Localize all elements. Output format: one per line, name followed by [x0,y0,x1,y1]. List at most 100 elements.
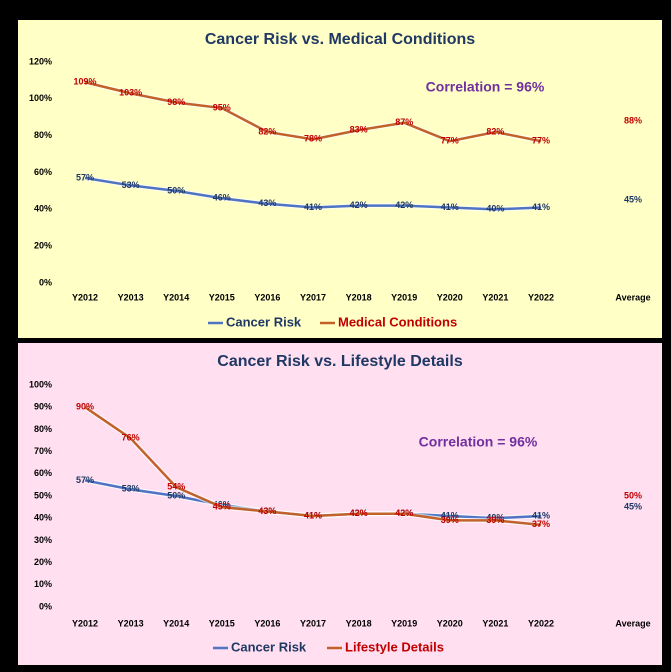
y-tick-label: 70% [34,446,52,456]
data-label: 87% [395,117,413,127]
data-label: 53% [122,180,140,190]
x-tick-label: Y2022 [528,292,554,302]
data-label: 40% [486,513,504,523]
x-tick-label: Y2017 [300,618,326,628]
x-tick-label: Y2020 [437,618,463,628]
x-tick-label: Average [615,292,650,302]
data-label: 45% [213,501,231,511]
x-tick-label: Y2017 [300,292,326,302]
y-tick-label: 20% [34,241,52,251]
chart-title: Cancer Risk vs. Lifestyle Details [217,353,463,370]
x-tick-label: Y2022 [528,618,554,628]
panel [18,343,662,665]
annotation: Correlation = 96% [419,434,538,450]
data-label: 41% [304,510,322,520]
data-label: 50% [167,490,185,500]
y-tick-label: 80% [34,424,52,434]
legend-label: Lifestyle Details [345,639,444,654]
data-label: 42% [350,200,368,210]
data-label: 54% [167,481,185,491]
x-tick-label: Y2015 [209,292,235,302]
data-label: 40% [486,204,504,214]
data-label: 57% [76,172,94,182]
average-label: 88% [624,115,642,125]
y-tick-label: 30% [34,535,52,545]
data-label: 82% [486,126,504,136]
data-label: 78% [304,134,322,144]
data-label: 98% [167,97,185,107]
data-label: 41% [532,510,550,520]
y-tick-label: 90% [34,402,52,412]
data-label: 83% [350,125,368,135]
x-tick-label: Y2012 [72,618,98,628]
data-label: 41% [304,202,322,212]
data-label: 50% [167,185,185,195]
data-label: 43% [258,198,276,208]
data-label: 53% [122,484,140,494]
y-tick-label: 60% [34,468,52,478]
x-tick-label: Y2014 [163,292,189,302]
x-tick-label: Y2014 [163,618,189,628]
y-tick-label: 40% [34,204,52,214]
x-tick-label: Average [615,618,650,628]
average-label: 45% [624,195,642,205]
chart-title: Cancer Risk vs. Medical Conditions [205,31,475,48]
data-label: 39% [441,515,459,525]
x-tick-label: Y2012 [72,292,98,302]
series-line [84,176,542,211]
y-tick-label: 100% [29,93,52,103]
legend-label: Cancer Risk [226,314,302,329]
data-label: 43% [258,506,276,516]
data-label: 109% [73,77,96,87]
average-label: 50% [624,490,642,500]
data-label: 103% [119,88,142,98]
y-tick-label: 60% [34,167,52,177]
series-line [84,406,542,527]
data-label: 82% [258,126,276,136]
panel [18,20,662,338]
x-tick-label: Y2019 [391,292,417,302]
data-label: 42% [350,508,368,518]
data-label: 46% [213,193,231,203]
x-tick-label: Y2013 [118,618,144,628]
data-label: 42% [395,508,413,518]
x-tick-label: Y2016 [254,618,280,628]
data-label: 42% [395,200,413,210]
series-line [84,81,542,143]
data-label: 90% [76,402,94,412]
data-label: 46% [213,499,231,509]
data-label: 41% [441,510,459,520]
y-tick-label: 100% [29,379,52,389]
y-tick-label: 20% [34,557,52,567]
x-tick-label: Y2015 [209,618,235,628]
legend-label: Medical Conditions [338,314,457,329]
x-tick-label: Y2021 [482,292,508,302]
data-label: 41% [441,202,459,212]
y-tick-label: 50% [34,490,52,500]
x-tick-label: Y2013 [118,292,144,302]
data-label: 37% [532,519,550,529]
data-label: 41% [532,202,550,212]
y-tick-label: 120% [29,56,52,66]
y-tick-label: 40% [34,513,52,523]
average-label: 45% [624,501,642,511]
x-tick-label: Y2020 [437,292,463,302]
y-tick-label: 0% [39,277,52,287]
data-label: 39% [486,515,504,525]
annotation: Correlation = 96% [426,79,545,95]
data-label: 95% [213,102,231,112]
y-tick-label: 80% [34,130,52,140]
x-tick-label: Y2019 [391,618,417,628]
x-tick-label: Y2018 [346,292,372,302]
x-tick-label: Y2018 [346,618,372,628]
data-label: 76% [122,433,140,443]
legend-label: Cancer Risk [231,639,307,654]
x-tick-label: Y2021 [482,618,508,628]
y-tick-label: 10% [34,579,52,589]
data-label: 77% [441,136,459,146]
x-tick-label: Y2016 [254,292,280,302]
data-label: 57% [76,475,94,485]
data-label: 77% [532,136,550,146]
